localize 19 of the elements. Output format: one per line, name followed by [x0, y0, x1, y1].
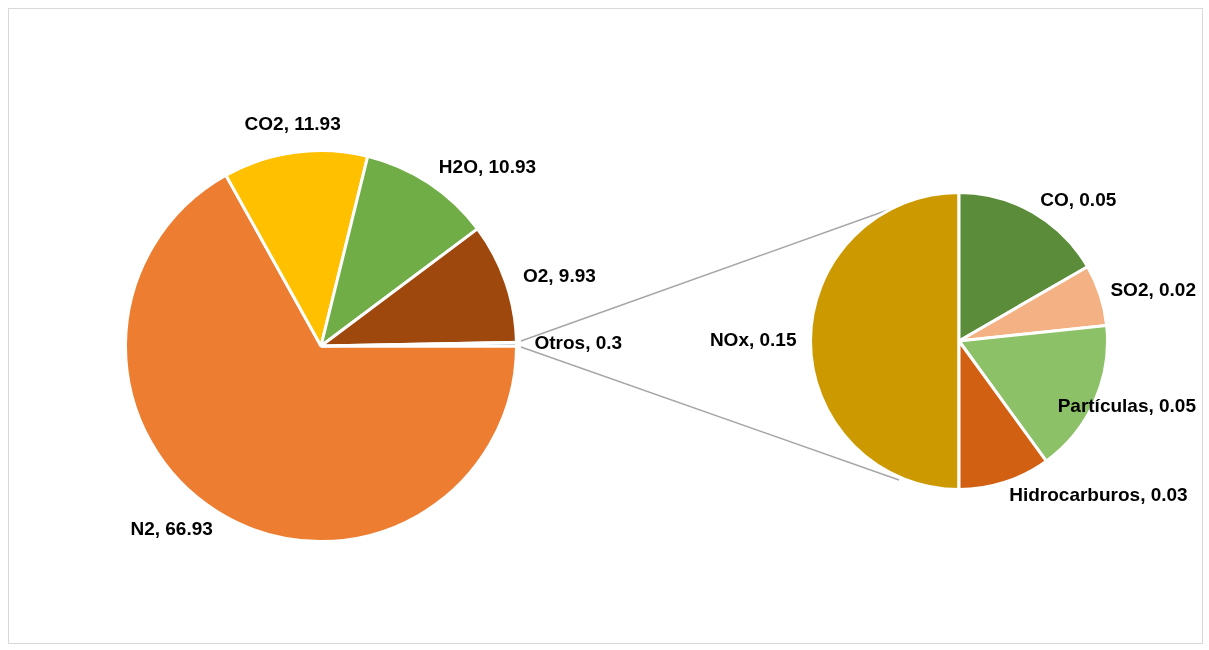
data-label: , 9.93: [548, 264, 596, 286]
data-label: , 10.93: [477, 156, 537, 178]
slice-label: N2: [130, 518, 155, 540]
slice-label: O2: [522, 264, 549, 286]
slice-label: SO2: [1110, 279, 1149, 301]
slice-label: Otros: [534, 332, 586, 354]
data-label: , 0.02: [1148, 279, 1197, 301]
data-label: , 66.93: [154, 518, 213, 540]
data-label: , 0.3: [585, 332, 623, 354]
data-label: , 11.93: [283, 112, 341, 134]
slice-label: H2O: [438, 156, 478, 178]
data-label: , 0.05: [1068, 188, 1117, 210]
slice-label: CO2: [244, 112, 284, 134]
slice-label: CO: [1040, 188, 1069, 210]
data-label: , 0.15: [748, 329, 797, 351]
slice-label: Hidrocarburos: [1009, 483, 1141, 505]
data-label: , 0.03: [1140, 483, 1188, 505]
slice-label: NOx: [709, 329, 750, 351]
data-label: , 0.05: [1148, 395, 1197, 417]
